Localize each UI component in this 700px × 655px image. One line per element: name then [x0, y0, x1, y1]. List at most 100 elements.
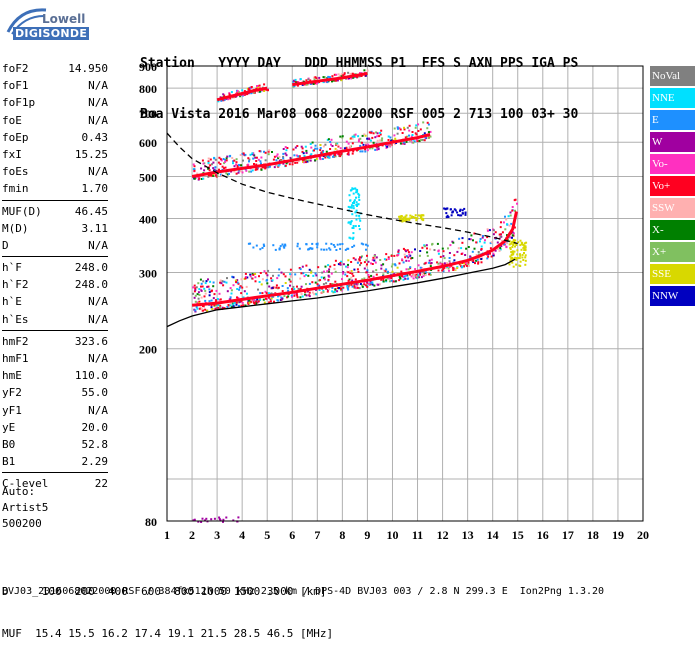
echo-point: [417, 214, 420, 217]
echo-point: [518, 264, 521, 267]
echo-point: [374, 136, 377, 139]
echo-point: [298, 155, 301, 158]
echo-point: [376, 148, 378, 151]
echo-point: [398, 279, 401, 282]
echo-point: [247, 242, 250, 245]
echo-point: [237, 171, 240, 174]
echo-point: [335, 249, 338, 251]
echo-point: [352, 225, 355, 227]
profile-lines: [166, 132, 518, 328]
echo-point: [263, 90, 266, 92]
echo-point: [262, 243, 265, 246]
echo-point: [230, 91, 233, 94]
echo-point: [396, 266, 399, 269]
echo-point: [357, 135, 360, 138]
echo-point: [451, 266, 454, 269]
echo-point: [271, 279, 274, 282]
echo-point: [404, 136, 407, 139]
echo-point: [387, 135, 390, 138]
echo-point: [421, 138, 424, 141]
echo-point: [364, 74, 367, 77]
echo-point: [371, 259, 374, 261]
param-name: foF1: [2, 79, 29, 93]
echo-point: [277, 164, 280, 167]
echo-point: [281, 285, 284, 287]
echo-point: [248, 301, 251, 304]
echo-point: [414, 132, 417, 135]
echo-point: [446, 214, 449, 217]
echo-point: [353, 202, 355, 205]
echo-point: [373, 284, 376, 287]
echo-point: [359, 137, 362, 140]
echo-point: [225, 159, 228, 162]
echo-point: [444, 207, 447, 210]
echo-point: [329, 265, 332, 268]
x-tick-label: 16: [537, 528, 549, 542]
echo-point: [442, 250, 445, 253]
echo-point: [415, 133, 418, 136]
echo-point: [385, 268, 388, 271]
param-row-fof1p: foF1p N/A: [2, 94, 108, 111]
echo-point: [331, 290, 334, 293]
echo-point: [200, 285, 202, 288]
echo-point: [272, 244, 275, 247]
echo-point: [454, 209, 457, 212]
echo-point: [512, 232, 515, 235]
echo-point: [213, 308, 216, 311]
echo-point: [339, 135, 342, 138]
echo-point: [360, 242, 363, 245]
echo-point: [465, 247, 468, 250]
echo-point: [361, 134, 364, 137]
echo-point: [445, 212, 448, 215]
echo-point: [364, 134, 367, 137]
y-tick-label: 200: [139, 343, 157, 357]
echo-point: [358, 225, 360, 227]
echo-point: [322, 150, 324, 153]
echo-point: [355, 218, 358, 221]
echo-point: [304, 145, 307, 148]
echo-point: [325, 248, 328, 251]
echo-point: [199, 306, 202, 309]
echo-point: [391, 263, 394, 266]
echo-point: [412, 141, 415, 144]
echo-point: [420, 276, 423, 279]
echo-point: [403, 275, 406, 278]
echo-point: [296, 84, 299, 87]
echo-point: [436, 261, 439, 264]
echo-point: [480, 248, 483, 250]
echo-point: [308, 291, 311, 294]
echo-point: [374, 148, 377, 151]
electron-density-profile: [166, 258, 516, 328]
param-row-foep: foEp 0.43: [2, 129, 108, 146]
echo-point: [419, 272, 422, 274]
echo-point: [378, 283, 381, 286]
echo-point: [300, 145, 303, 148]
echo-point: [467, 246, 470, 248]
echo-point: [351, 227, 354, 229]
echo-point: [500, 221, 502, 224]
echo-point: [272, 274, 274, 277]
param-value: N/A: [88, 312, 108, 326]
echo-point: [277, 286, 280, 289]
echo-point: [323, 76, 326, 79]
echo-point: [414, 216, 416, 219]
echo-point: [460, 265, 463, 268]
echo-point: [326, 81, 329, 84]
echo-point: [349, 72, 352, 75]
echo-point: [282, 162, 285, 165]
echo-point: [264, 290, 267, 293]
echo-point: [297, 160, 300, 162]
param-value: N/A: [88, 113, 108, 127]
echo-point: [219, 306, 221, 309]
param-value: 55.0: [81, 386, 109, 400]
echo-point: [261, 166, 264, 169]
echo-point: [219, 298, 222, 301]
echo-point: [354, 287, 357, 290]
echo-point: [284, 282, 287, 284]
echo-point: [374, 257, 377, 260]
echo-point: [465, 264, 468, 267]
echo-point: [365, 271, 368, 274]
echo-point: [333, 245, 336, 248]
echo-point: [347, 263, 349, 266]
echo-point: [377, 283, 380, 286]
